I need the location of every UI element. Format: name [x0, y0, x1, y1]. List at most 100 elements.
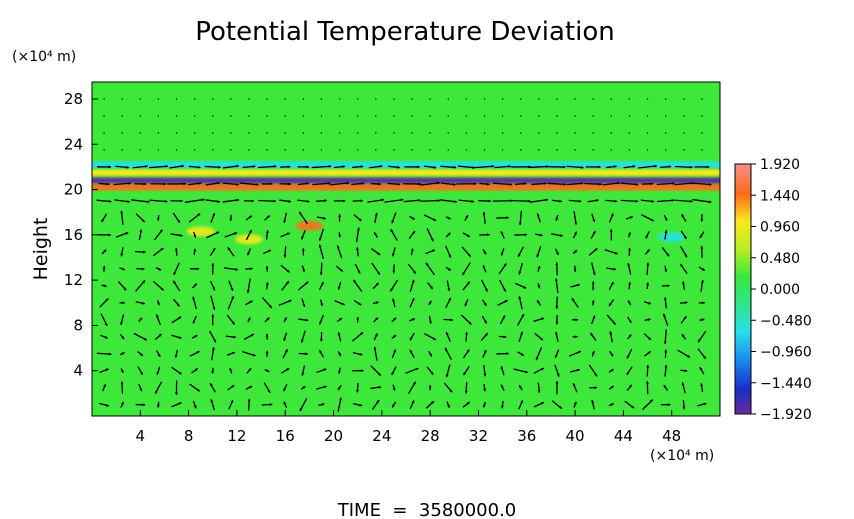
wind-vector: [280, 232, 291, 238]
wind-vector: [392, 264, 396, 274]
field-band: [92, 184, 720, 191]
colorbar-tick-label: 0.000: [760, 282, 800, 298]
wind-vector: [626, 348, 633, 359]
wind-vector: [680, 369, 688, 373]
wind-vector: [283, 317, 288, 323]
wind-vector: [461, 262, 471, 276]
wind-vector: [537, 283, 541, 289]
wind-vector: [674, 181, 694, 186]
wind-vector: [210, 398, 216, 411]
wind-vector: [120, 210, 124, 225]
wind-vector: [518, 331, 524, 343]
wind-vector: [184, 198, 205, 203]
wind-vector: [409, 297, 415, 308]
wind-vector: [428, 315, 432, 324]
wind-vector: [608, 403, 615, 407]
wind-vector: [534, 332, 544, 341]
wind-vector: [283, 332, 288, 342]
wind-vector: [280, 165, 291, 169]
wind-vector: [101, 284, 107, 288]
wind-vector: [605, 165, 617, 169]
wind-vector: [334, 165, 346, 169]
wind-vector: [623, 165, 636, 169]
wind-vector: [170, 233, 183, 237]
wind-vector: [99, 402, 110, 407]
wind-vector: [301, 265, 305, 273]
wind-vector: [628, 232, 631, 238]
wind-vector: [211, 347, 215, 361]
wind-vector: [551, 199, 563, 203]
wind-vector: [137, 351, 144, 357]
wind-vector: [154, 381, 163, 394]
wind-vector: [555, 331, 559, 342]
wind-vector: [536, 213, 541, 223]
wind-vector: [172, 212, 181, 224]
wind-vector: [150, 182, 167, 186]
field-blob: [235, 234, 263, 245]
wind-vector: [261, 403, 273, 406]
wind-vector: [316, 199, 327, 203]
wind-vector: [445, 297, 452, 309]
wind-vector: [297, 199, 310, 203]
wind-vector: [566, 182, 584, 186]
field-blob: [440, 116, 469, 127]
wind-vector: [171, 401, 182, 408]
wind-vector: [191, 334, 198, 339]
wind-vector: [700, 279, 704, 292]
colorbar-tick-label: 1.440: [760, 188, 800, 204]
wind-vector: [245, 300, 253, 306]
wind-vector: [646, 262, 650, 276]
wind-vector: [356, 316, 360, 323]
colorbar-tick-label: 0.960: [760, 220, 800, 236]
wind-vector: [225, 335, 237, 339]
wind-vector: [117, 280, 127, 291]
wind-vector: [423, 214, 437, 222]
y-ticks: 4 8 12 16 20 24 28: [64, 90, 98, 380]
wind-vector: [247, 248, 251, 256]
wind-vector: [500, 247, 505, 256]
wind-vector: [570, 283, 580, 288]
wind-vector: [189, 350, 200, 357]
wind-vector: [620, 199, 639, 203]
wind-vector: [192, 296, 197, 310]
wind-vector: [318, 281, 325, 291]
wind-vector: [170, 199, 183, 203]
wind-vector: [156, 401, 160, 408]
wind-vector: [462, 365, 470, 376]
wind-vector: [605, 199, 618, 203]
wind-vector: [351, 369, 364, 373]
wind-vector: [301, 365, 306, 376]
wind-vector: [409, 279, 415, 293]
wind-vector: [211, 314, 215, 326]
field-band: [92, 161, 720, 168]
wind-vector: [265, 265, 269, 272]
wind-vector: [263, 382, 271, 394]
wind-vector: [628, 282, 631, 290]
wind-vector: [245, 267, 253, 271]
wind-vector: [426, 228, 434, 242]
wind-vector: [335, 265, 344, 273]
wind-vector: [172, 280, 181, 292]
wind-vector: [445, 331, 451, 342]
y-tick-label: 8: [73, 316, 83, 334]
wind-vector: [191, 367, 199, 374]
wind-vector: [100, 313, 108, 327]
wind-vector: [664, 364, 668, 377]
wind-vector: [280, 367, 290, 374]
wind-vector: [297, 165, 310, 169]
wind-vector: [371, 248, 381, 256]
wind-vector: [548, 165, 566, 169]
wind-vector: [674, 199, 693, 203]
wind-vector: [193, 248, 197, 255]
wind-vector: [351, 182, 365, 186]
wind-vector: [585, 165, 601, 169]
wind-vector: [115, 165, 130, 169]
wind-vector: [403, 198, 421, 203]
wind-vector: [353, 299, 362, 306]
wind-vector: [609, 229, 613, 241]
wind-vector: [367, 198, 385, 203]
x-unit-label: (×10⁴ m): [650, 448, 714, 464]
wind-vector: [149, 199, 168, 203]
wind-vector: [510, 199, 531, 203]
